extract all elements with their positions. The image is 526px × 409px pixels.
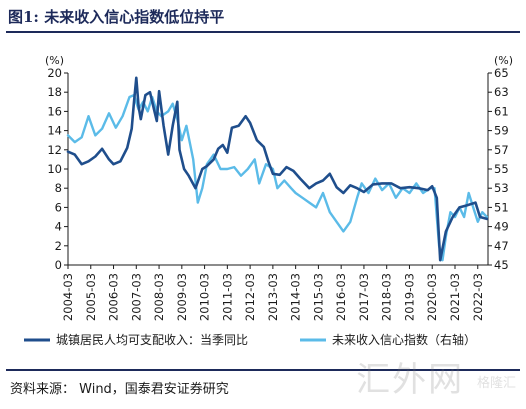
- watermark-sub: 格隆汇: [476, 376, 516, 391]
- legend-label-1: 城镇居民人均可支配收入：当季同比: [56, 333, 248, 347]
- x-tick-label: 2004-03: [61, 273, 75, 321]
- x-tick-label: 2017-03: [357, 273, 371, 321]
- source-note: 资料来源： Wind，国泰君安证券研究: [10, 382, 229, 397]
- series-line-1: [66, 76, 489, 262]
- x-tick-label: 2016-03: [334, 273, 348, 321]
- left-tick-label: 2: [55, 239, 62, 253]
- right-tick-label: 61: [494, 104, 509, 118]
- right-axis-unit: (%): [494, 54, 513, 67]
- right-tick-label: 51: [494, 200, 509, 214]
- left-tick-label: 10: [47, 162, 62, 176]
- left-tick-label: 12: [47, 143, 62, 157]
- left-axis-unit: (%): [45, 54, 64, 67]
- series-lines: [66, 76, 489, 262]
- x-tick-label: 2011-03: [220, 273, 234, 321]
- right-tick-label: 63: [494, 85, 509, 99]
- right-tick-label: 65: [494, 66, 509, 80]
- x-tick-label: 2009-03: [175, 273, 189, 321]
- right-tick-label: 53: [494, 181, 509, 195]
- left-tick-label: 18: [47, 85, 62, 99]
- axes: (%) (%) 0 2 4 6 8 10 12 14 16 18 20 45 47 49 51 53 55 57 59 6…: [45, 54, 513, 321]
- footer-divider: [6, 369, 520, 371]
- x-tick-label: 2005-03: [84, 273, 98, 321]
- right-tick-label: 49: [494, 220, 509, 234]
- x-tick-label: 2012-03: [243, 273, 257, 321]
- x-tick-label: 2010-03: [198, 273, 212, 321]
- x-tick-label: 2015-03: [311, 273, 325, 321]
- watermark: 汇外网 格隆汇: [356, 352, 516, 401]
- x-tick-label: 2018-03: [380, 273, 394, 321]
- right-tick-label: 45: [494, 258, 509, 272]
- left-tick-label: 0: [55, 258, 62, 272]
- right-tick-label: 59: [494, 124, 509, 138]
- left-tick-label: 6: [55, 200, 62, 214]
- x-tick-label: 2008-03: [152, 273, 166, 321]
- right-tick-label: 55: [494, 162, 509, 176]
- legend: 城镇居民人均可支配收入：当季同比 未来收入信心指数（右轴）: [24, 332, 476, 347]
- x-tick-label: 2019-03: [402, 273, 416, 321]
- x-tick-label: 2013-03: [266, 273, 280, 321]
- x-tick-label: 2006-03: [107, 273, 121, 321]
- right-tick-label: 47: [494, 239, 509, 253]
- left-tick-label: 20: [47, 66, 62, 80]
- left-tick-label: 8: [55, 181, 62, 195]
- legend-label-2: 未来收入信心指数（右轴）: [332, 332, 476, 347]
- x-tick-label: 2007-03: [129, 273, 143, 321]
- x-tick-label: 2014-03: [289, 273, 303, 321]
- left-tick-label: 14: [47, 124, 62, 138]
- series-line-2: [66, 93, 489, 262]
- left-tick-label: 4: [55, 220, 62, 234]
- x-tick-label: 2020-03: [425, 273, 439, 321]
- x-tick-label: 2022-03: [471, 273, 485, 321]
- title-divider: [6, 31, 520, 33]
- left-tick-label: 16: [47, 104, 62, 118]
- watermark-main: 汇外网: [356, 360, 465, 400]
- page-title: 图1: 未来收入信心指数低位持平: [8, 8, 225, 26]
- right-tick-label: 57: [494, 143, 509, 157]
- x-tick-label: 2021-03: [448, 273, 462, 321]
